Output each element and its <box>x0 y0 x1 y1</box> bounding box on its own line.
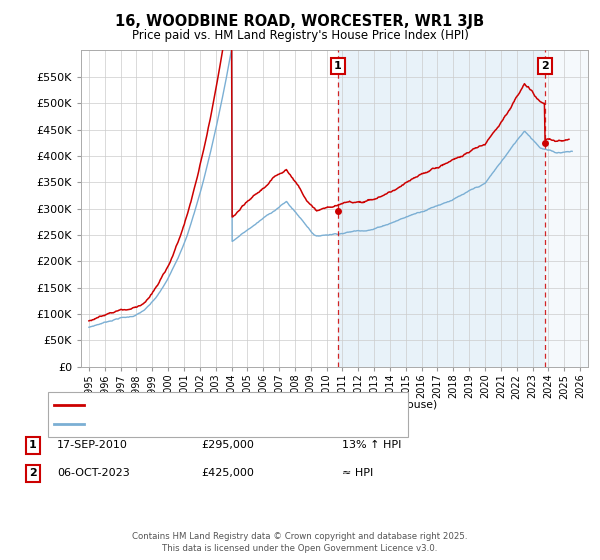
Text: £295,000: £295,000 <box>201 440 254 450</box>
Text: ≈ HPI: ≈ HPI <box>342 468 373 478</box>
Text: Price paid vs. HM Land Registry's House Price Index (HPI): Price paid vs. HM Land Registry's House … <box>131 29 469 42</box>
Text: 16, WOODBINE ROAD, WORCESTER, WR1 3JB (detached house): 16, WOODBINE ROAD, WORCESTER, WR1 3JB (d… <box>90 400 437 410</box>
Text: 13% ↑ HPI: 13% ↑ HPI <box>342 440 401 450</box>
Text: Contains HM Land Registry data © Crown copyright and database right 2025.
This d: Contains HM Land Registry data © Crown c… <box>132 533 468 553</box>
Text: 1: 1 <box>29 440 37 450</box>
Text: 1: 1 <box>334 61 342 71</box>
Bar <box>545 50 588 367</box>
Text: £425,000: £425,000 <box>201 468 254 478</box>
Text: 17-SEP-2010: 17-SEP-2010 <box>57 440 128 450</box>
Text: 2: 2 <box>29 468 37 478</box>
Bar <box>338 50 545 367</box>
Text: 2: 2 <box>541 61 548 71</box>
Text: 16, WOODBINE ROAD, WORCESTER, WR1 3JB: 16, WOODBINE ROAD, WORCESTER, WR1 3JB <box>115 14 485 29</box>
Text: 06-OCT-2023: 06-OCT-2023 <box>57 468 130 478</box>
Text: HPI: Average price, detached house, Worcester: HPI: Average price, detached house, Worc… <box>90 419 347 429</box>
